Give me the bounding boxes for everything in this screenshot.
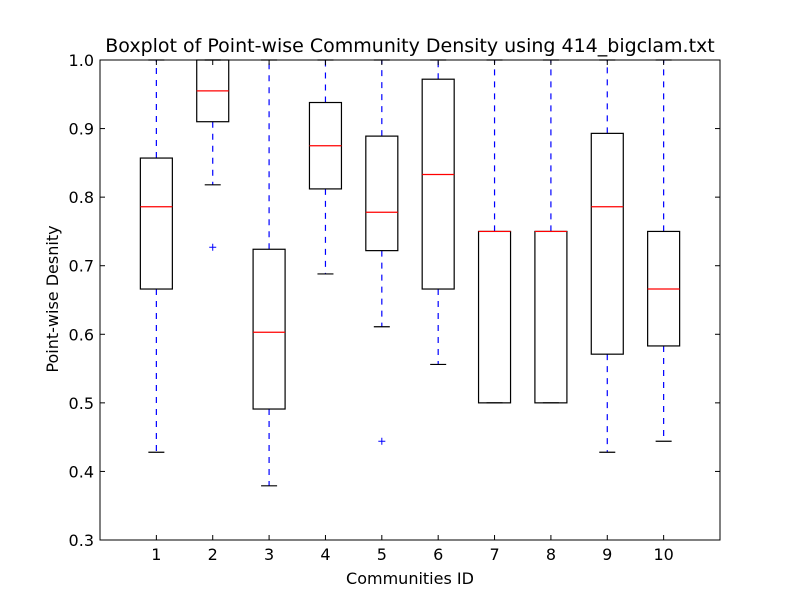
- box-group-4: [308, 59, 343, 275]
- box-group-1: [139, 59, 173, 453]
- flier-5-0: [378, 437, 386, 445]
- box-7: [477, 230, 512, 404]
- box-group-5: [365, 59, 399, 445]
- y-tick-label-0.6: 0.6: [69, 325, 94, 344]
- flier-2-0: [209, 243, 217, 251]
- box-group-6: [421, 59, 455, 366]
- plot-frame: [99, 59, 721, 541]
- box-group-9: [590, 59, 624, 453]
- x-tick-label-9: 9: [602, 545, 612, 564]
- chart-title: Boxplot of Point-wise Community Density …: [105, 35, 714, 57]
- y-tick-label-0.3: 0.3: [69, 531, 94, 550]
- box-9: [590, 132, 624, 355]
- box-5: [365, 135, 399, 252]
- box-1: [139, 157, 173, 290]
- box-group-2: [196, 59, 230, 251]
- box-3: [252, 248, 286, 410]
- x-tick-label-2: 2: [208, 545, 218, 564]
- x-tick-label-4: 4: [320, 545, 330, 564]
- x-tick-label-5: 5: [377, 545, 387, 564]
- x-axis-label: Communities ID: [346, 569, 474, 588]
- box-group-8: [534, 59, 568, 404]
- y-tick-label-0.9: 0.9: [69, 120, 94, 139]
- box-8: [534, 230, 568, 404]
- axis-ticks: 1 2 3 4 5 6 7 8 9 10 0.3 0.4 0.5 0.6 0.7 0.8 0.9 1.0: [69, 51, 720, 564]
- box-group-7: [477, 59, 512, 404]
- x-tick-label-1: 1: [151, 545, 161, 564]
- x-tick-label-7: 7: [489, 545, 499, 564]
- x-tick-label-10: 10: [653, 545, 673, 564]
- y-axis-label: Point-wise Desnity: [43, 225, 62, 372]
- box-6: [421, 78, 455, 290]
- plot-marks: [139, 59, 681, 487]
- y-tick-label-0.4: 0.4: [69, 462, 94, 481]
- x-tick-label-3: 3: [264, 545, 274, 564]
- box-group-10: [647, 59, 681, 442]
- y-tick-label-0.8: 0.8: [69, 188, 94, 207]
- y-tick-label-0.7: 0.7: [69, 257, 94, 276]
- x-tick-label-8: 8: [546, 545, 556, 564]
- x-tick-label-6: 6: [433, 545, 443, 564]
- box-group-3: [252, 59, 286, 487]
- y-tick-label-1.0: 1.0: [69, 51, 94, 70]
- y-tick-label-0.5: 0.5: [69, 394, 94, 413]
